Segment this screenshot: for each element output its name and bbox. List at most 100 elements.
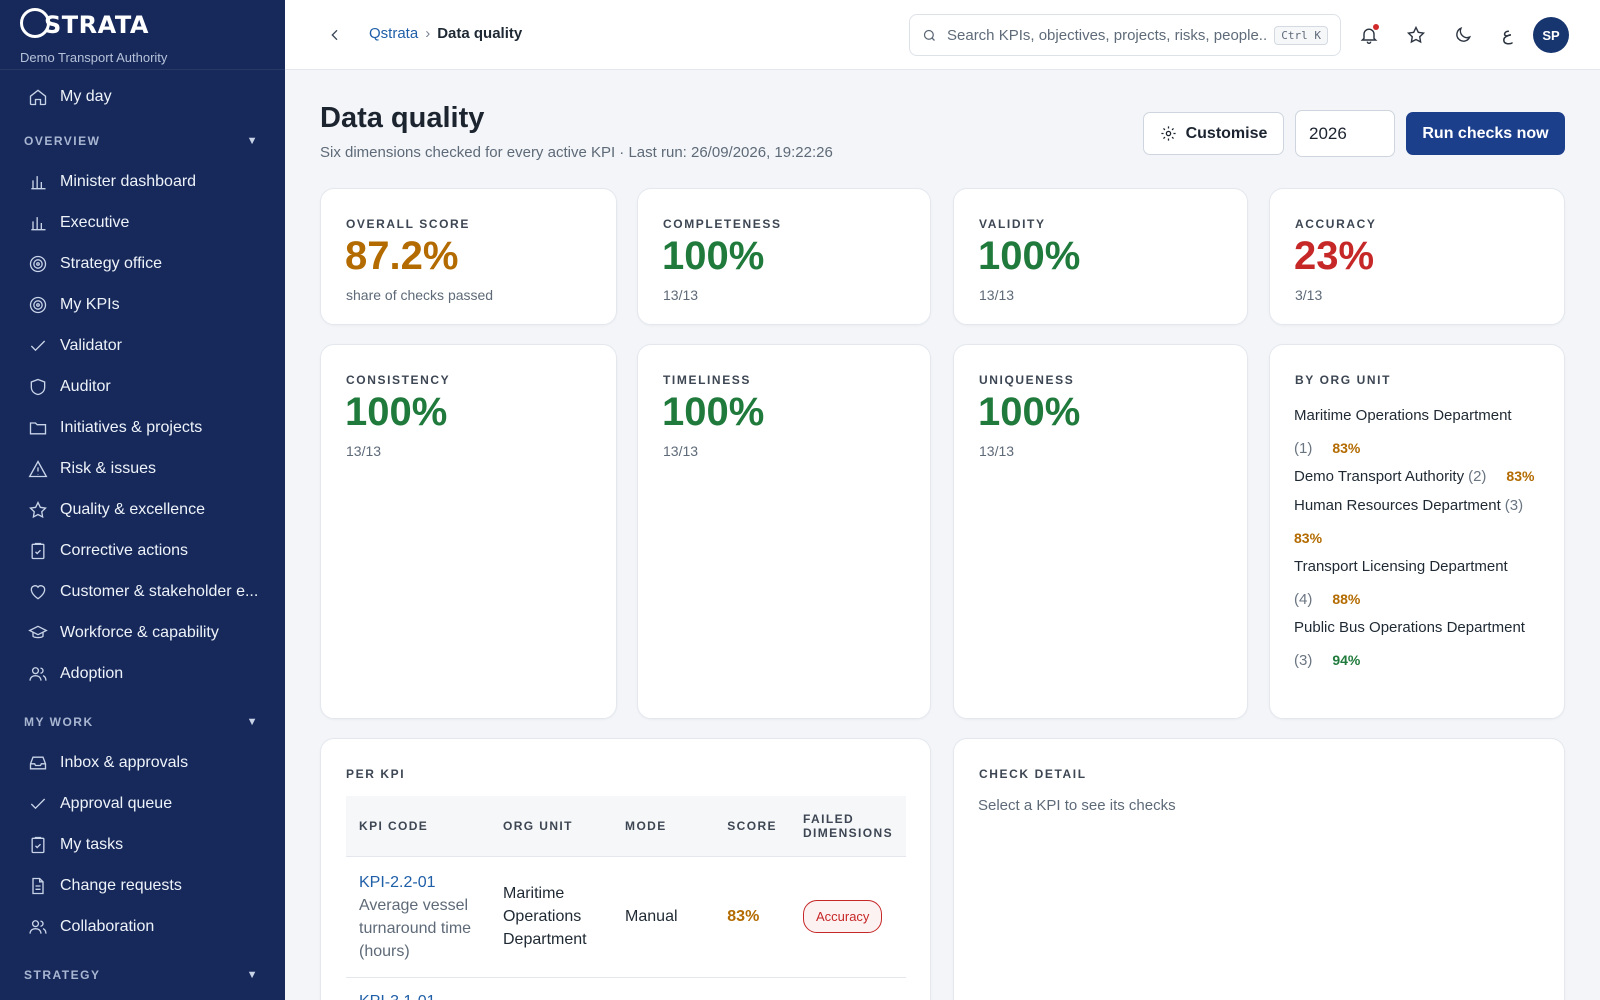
status-badge: Accuracy xyxy=(802,900,883,933)
bar-chart-icon xyxy=(28,172,48,192)
sidebar-item-workforce-capability[interactable]: Workforce & capability xyxy=(0,612,285,653)
org-unit-row[interactable]: Transport Licensing Department (4) 88% xyxy=(1294,556,1544,610)
section-strategy[interactable]: STRATEGY ▼ xyxy=(0,955,285,995)
column-header-kpi-code[interactable]: KPI CODE xyxy=(346,796,490,857)
search-icon xyxy=(923,29,935,41)
section-title: STRATEGY xyxy=(24,968,101,982)
org-unit-count: (3) xyxy=(1504,497,1524,514)
org-unit-score: 83% xyxy=(1294,530,1323,546)
sidebar-item-inbox-approvals[interactable]: Inbox & approvals xyxy=(0,742,285,783)
org-unit-row[interactable]: Public Bus Operations Department (3) 94% xyxy=(1294,617,1544,671)
sidebar-item-minister-dashboard[interactable]: Minister dashboard xyxy=(0,161,285,202)
chevron-down-icon: ▼ xyxy=(246,716,259,728)
org-unit-count: (4) xyxy=(1294,591,1313,608)
logo-q-mark xyxy=(20,8,50,38)
kpi-description: Average vessel turnaround time (hours) xyxy=(359,896,472,960)
sidebar-item-approval-queue[interactable]: Approval queue xyxy=(0,783,285,824)
metric-label: TIMELINESS xyxy=(663,373,752,387)
sidebar-item-risk-issues[interactable]: Risk & issues xyxy=(0,448,285,489)
sidebar-item-label: Auditor xyxy=(60,377,111,395)
sidebar-item-my-day[interactable]: My day xyxy=(0,76,285,117)
metric-card-completeness: COMPLETENESS 100% 13/13 xyxy=(637,188,931,325)
metric-card-accuracy: ACCURACY 23% 3/13 xyxy=(1269,188,1565,325)
run-checks-button[interactable]: Run checks now xyxy=(1406,112,1565,155)
section-overview[interactable]: OVERVIEW ▼ xyxy=(0,121,285,161)
sidebar-item-executive[interactable]: Executive xyxy=(0,202,285,243)
back-button[interactable] xyxy=(325,25,345,45)
language-toggle[interactable]: ع xyxy=(1502,24,1513,45)
sidebar-item-corrective-actions[interactable]: Corrective actions xyxy=(0,530,285,571)
metric-label: UNIQUENESS xyxy=(979,373,1075,387)
theme-toggle-button[interactable] xyxy=(1452,24,1474,46)
topbar: Qstrata › Data quality Ctrl K ع SP xyxy=(285,0,1600,70)
sidebar-item-change-requests[interactable]: Change requests xyxy=(0,865,285,906)
sidebar-item-validator[interactable]: Validator xyxy=(0,325,285,366)
home-icon xyxy=(28,87,48,107)
table-row[interactable]: KPI-3.1-01 xyxy=(346,977,906,1000)
org-unit-score: 83% xyxy=(1332,440,1361,456)
column-header-score[interactable]: SCORE xyxy=(714,796,790,857)
breadcrumb-root-link[interactable]: Qstrata xyxy=(369,25,419,42)
heart-icon xyxy=(28,582,48,602)
global-search[interactable]: Ctrl K xyxy=(909,14,1341,56)
org-unit-count: (1) xyxy=(1294,440,1313,457)
logo[interactable]: STRATA xyxy=(20,8,265,42)
metric-label: COMPLETENESS xyxy=(663,217,782,231)
by-org-unit-card: BY ORG UNIT Maritime Operations Departme… xyxy=(1269,344,1565,719)
metric-value: 100% xyxy=(978,234,1081,278)
org-unit-row[interactable]: Demo Transport Authority (2) 83% xyxy=(1294,466,1544,487)
notification-dot xyxy=(1373,24,1379,30)
notifications-button[interactable] xyxy=(1358,24,1380,46)
org-unit-row[interactable]: Maritime Operations Department (1) 83% xyxy=(1294,405,1544,459)
kpi-code-link[interactable]: KPI-2.2-01 xyxy=(359,873,436,891)
sidebar-item-adoption[interactable]: Adoption xyxy=(0,653,285,694)
sidebar-item-label: Workforce & capability xyxy=(60,623,219,641)
metric-label: CONSISTENCY xyxy=(346,373,451,387)
sidebar-item-my-kpis[interactable]: My KPIs xyxy=(0,284,285,325)
brand: STRATA Demo Transport Authority xyxy=(0,0,285,70)
year-input[interactable] xyxy=(1295,110,1395,157)
org-unit-name: Demo Transport Authority xyxy=(1294,468,1465,485)
metric-card-timeliness: TIMELINESS 100% 13/13 xyxy=(637,344,931,719)
column-header-mode[interactable]: MODE xyxy=(612,796,715,857)
sidebar-item-label: Executive xyxy=(60,213,130,231)
sidebar-nav: My day OVERVIEW ▼ Minister dashboard Exe… xyxy=(0,70,285,995)
sidebar-item-collaboration[interactable]: Collaboration xyxy=(0,906,285,947)
avatar[interactable]: SP xyxy=(1533,17,1569,53)
table-row[interactable]: KPI-2.2-01 Average vessel turnaround tim… xyxy=(346,856,906,978)
warning-icon xyxy=(28,459,48,479)
gear-icon xyxy=(1161,126,1176,141)
sidebar-item-customer-stakeholder[interactable]: Customer & stakeholder e... xyxy=(0,571,285,612)
section-my-work[interactable]: MY WORK ▼ xyxy=(0,702,285,742)
search-input[interactable] xyxy=(947,26,1267,44)
column-header-failed-dimensions[interactable]: FAILED DIMENSIONS xyxy=(789,796,906,857)
failed-dimensions-cell: Accuracy xyxy=(789,856,906,978)
sidebar-item-strategy-office[interactable]: Strategy office xyxy=(0,243,285,284)
metric-meta: share of checks passed xyxy=(346,287,494,303)
org-unit-row[interactable]: Human Resources Department (3) 83% xyxy=(1294,495,1544,549)
score-cell: 83% xyxy=(714,856,790,978)
section-title: OVERVIEW xyxy=(24,134,101,148)
org-unit-count: (3) xyxy=(1294,652,1313,669)
check-detail-card: CHECK DETAIL Select a KPI to see its che… xyxy=(953,738,1565,1000)
sidebar-item-auditor[interactable]: Auditor xyxy=(0,366,285,407)
breadcrumb: Qstrata › Data quality xyxy=(369,25,522,42)
sidebar-item-quality-excellence[interactable]: Quality & excellence xyxy=(0,489,285,530)
sidebar-item-label: Change requests xyxy=(60,876,182,894)
bell-icon xyxy=(1360,28,1378,44)
users-icon xyxy=(28,917,48,937)
page-title: Data quality xyxy=(320,102,485,134)
column-header-org-unit[interactable]: ORG UNIT xyxy=(489,796,613,857)
card-label: BY ORG UNIT xyxy=(1295,373,1392,387)
sidebar-item-my-tasks[interactable]: My tasks xyxy=(0,824,285,865)
org-unit-score: 83% xyxy=(1506,468,1535,484)
sidebar-item-label: Initiatives & projects xyxy=(60,418,203,436)
metric-value: 87.2% xyxy=(345,234,459,278)
sidebar-item-initiatives-projects[interactable]: Initiatives & projects xyxy=(0,407,285,448)
per-kpi-table-wrap: KPI CODE ORG UNIT MODE SCORE FAILED DIME… xyxy=(346,796,906,1000)
breadcrumb-current: Data quality xyxy=(437,25,523,42)
kpi-code-link[interactable]: KPI-3.1-01 xyxy=(359,990,477,1000)
customise-button[interactable]: Customise xyxy=(1143,112,1284,155)
chevron-down-icon: ▼ xyxy=(246,135,259,147)
favorites-button[interactable] xyxy=(1405,24,1427,46)
